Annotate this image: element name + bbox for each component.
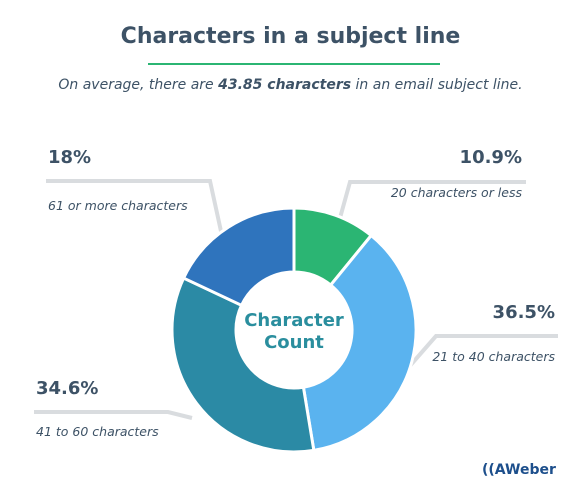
slice-percent-label: 34.6% (36, 378, 98, 399)
subtitle-before: On average, there are (58, 77, 219, 93)
aweber-logo-text: AWeber (494, 462, 556, 478)
aweber-logo-icon: (( (482, 462, 495, 478)
title-underline (148, 63, 440, 65)
leader-line-41-to-60 (34, 410, 193, 420)
slice-41-to-60 (170, 276, 316, 454)
slice-percent-label: 36.5% (493, 302, 555, 323)
center-label-line-2: Count (264, 332, 324, 353)
leader-line-61-or-more (46, 179, 226, 246)
slice-description-label: 21 to 40 characters (432, 349, 555, 364)
slice-percent-label: 18% (48, 147, 91, 168)
center-label-line-1: Character (244, 310, 344, 331)
subtitle-highlight: 43.85 characters (218, 77, 352, 93)
leader-line-21-to-40 (406, 334, 558, 370)
slice-description-label: 41 to 60 characters (36, 424, 159, 439)
slice-percent-label: 10.9% (460, 147, 522, 168)
slice-21-to-40 (301, 233, 418, 453)
chart-title: Characters in a subject line (120, 24, 461, 49)
slice-61-or-more (181, 206, 296, 308)
slice-description-label: 61 or more characters (48, 198, 188, 213)
chart-subtitle: On average, there are 43.85 characters i… (0, 77, 581, 93)
aweber-logo: ((AWeber (482, 462, 556, 478)
slice-description-label: 20 characters or less (391, 185, 523, 200)
subtitle-after: in an email subject line. (351, 77, 523, 93)
